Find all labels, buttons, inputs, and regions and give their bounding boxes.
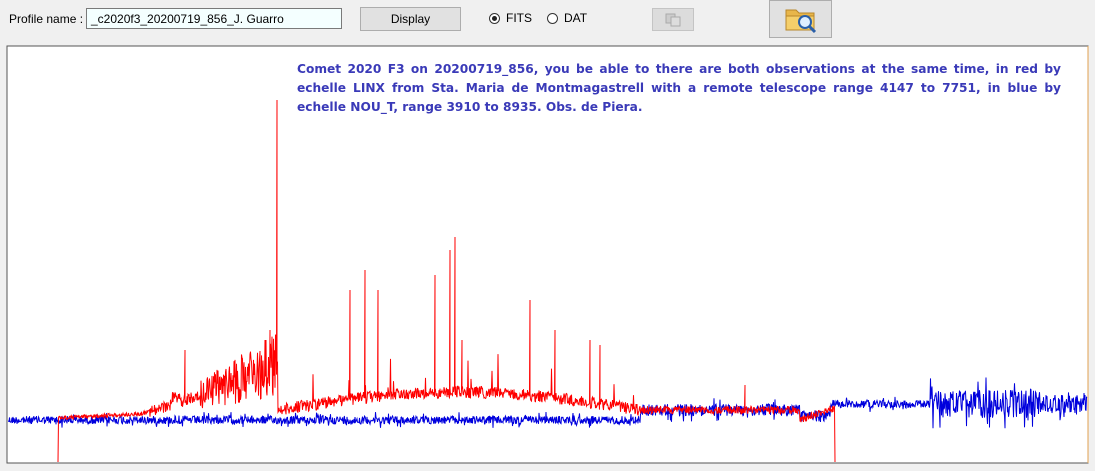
dat-label: DAT (564, 11, 588, 25)
open-button[interactable] (769, 0, 832, 38)
fits-option[interactable]: FITS (489, 11, 532, 25)
copy-button[interactable] (652, 8, 694, 31)
radio-unchecked[interactable] (547, 12, 558, 24)
profile-label: Profile name : (9, 12, 84, 26)
display-button[interactable]: Display (360, 7, 461, 31)
radio-checked[interactable] (489, 12, 500, 24)
dat-option[interactable]: DAT (547, 11, 587, 25)
plot-annotation: Comet 2020 F3 on 20200719_856, you be ab… (297, 62, 1061, 114)
folder-icon (785, 9, 816, 34)
blue-spectrum (7, 377, 1088, 429)
fits-label: FITS (506, 11, 532, 25)
copy-icon (665, 13, 681, 26)
profile-input[interactable]: _c2020f3_20200719_856_J. Guarro (86, 8, 342, 29)
red-spectrum (57, 99, 836, 463)
